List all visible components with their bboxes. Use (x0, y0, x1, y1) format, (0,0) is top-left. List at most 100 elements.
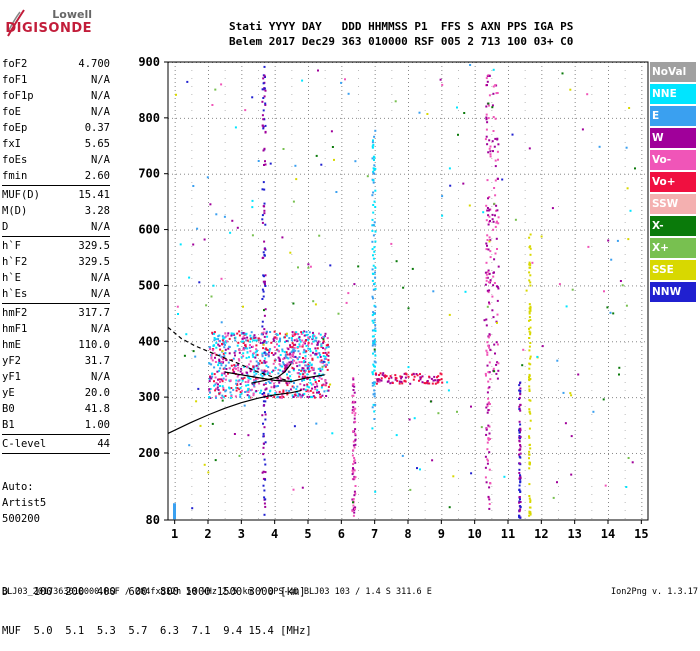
grid-dot-minor (591, 86, 592, 87)
grid-dot (508, 194, 509, 195)
grid-dot (612, 285, 613, 286)
grid-dot (541, 438, 542, 439)
grid-dot-minor (425, 358, 426, 359)
grid-dot-minor (258, 334, 259, 335)
grid-dot-minor (225, 318, 226, 319)
echo-point (240, 371, 242, 373)
grid-dot (608, 426, 609, 427)
echo-point (304, 372, 306, 374)
grid-dot-minor (225, 206, 226, 207)
grid-dot (341, 210, 342, 211)
echo-point (236, 390, 238, 392)
grid-dot-minor (225, 94, 226, 95)
grid-dot (308, 174, 309, 175)
grid-dot (275, 422, 276, 423)
echo-point (220, 364, 222, 366)
grid-dot (540, 341, 541, 342)
grid-dot-minor (458, 358, 459, 359)
grid-dot (640, 230, 641, 231)
grid-dot (241, 414, 242, 415)
echo-point (263, 241, 265, 243)
echo-point (280, 378, 282, 380)
echo-point (265, 471, 267, 473)
grid-dot (608, 514, 609, 515)
grid-dot (408, 206, 409, 207)
echo-point (299, 361, 301, 363)
echo-point (485, 205, 487, 207)
echo-point (373, 411, 375, 413)
grid-dot (475, 250, 476, 251)
echo-point (246, 366, 248, 368)
echo-point (486, 129, 488, 131)
grid-dot (436, 453, 437, 454)
grid-dot (475, 198, 476, 199)
grid-dot-minor (258, 102, 259, 103)
grid-dot-minor (291, 486, 292, 487)
y-tick-label: 500 (138, 278, 160, 292)
grid-dot (608, 358, 609, 359)
echo-point (485, 243, 487, 245)
grid-dot (184, 230, 185, 231)
grid-dot-minor (625, 134, 626, 135)
grid-dot (476, 397, 477, 398)
grid-dot (408, 170, 409, 171)
grid-dot-minor (391, 158, 392, 159)
grid-dot-minor (591, 398, 592, 399)
grid-dot (575, 454, 576, 455)
grid-dot (475, 206, 476, 207)
grid-dot-minor (625, 206, 626, 207)
grid-dot (475, 410, 476, 411)
grid-dot (208, 382, 209, 383)
grid-dot (541, 162, 542, 163)
grid-dot (204, 285, 205, 286)
grid-dot (208, 350, 209, 351)
grid-dot (608, 66, 609, 67)
echo-point (374, 241, 376, 243)
grid-dot (375, 114, 376, 115)
grid-dot-minor (625, 190, 626, 191)
grid-dot-minor (325, 198, 326, 199)
echo-point (237, 376, 239, 378)
echo-point (322, 347, 324, 349)
x-tick-label: 11 (501, 527, 515, 541)
grid-dot (308, 510, 309, 511)
grid-dot (341, 250, 342, 251)
echo-point (486, 352, 488, 354)
grid-dot (375, 138, 376, 139)
grid-dot (396, 341, 397, 342)
grid-dot (541, 258, 542, 259)
grid-dot (475, 238, 476, 239)
grid-dot (440, 397, 441, 398)
grid-dot (508, 86, 509, 87)
grid-dot (280, 285, 281, 286)
grid-dot-minor (191, 454, 192, 455)
grid-dot-minor (491, 78, 492, 79)
grid-dot (608, 330, 609, 331)
grid-dot (208, 198, 209, 199)
grid-dot (408, 397, 409, 398)
grid-dot (540, 397, 541, 398)
grid-dot (544, 397, 545, 398)
grid-dot (441, 350, 442, 351)
grid-dot (532, 453, 533, 454)
echo-point (488, 508, 490, 510)
grid-dot (275, 74, 276, 75)
grid-dot (208, 294, 209, 295)
grid-dot (508, 166, 509, 167)
grid-dot (475, 266, 476, 267)
grid-dot (268, 453, 269, 454)
echo-point (374, 393, 376, 395)
grid-dot (508, 354, 509, 355)
echo-point (225, 395, 227, 397)
grid-dot (220, 230, 221, 231)
grid-dot-minor (558, 518, 559, 519)
echo-point (372, 280, 374, 282)
grid-dot (441, 70, 442, 71)
grid-dot (241, 126, 242, 127)
echo-point (242, 332, 244, 334)
grid-dot (308, 302, 309, 303)
echo-point (227, 348, 229, 350)
grid-dot (216, 230, 217, 231)
grid-dot (608, 146, 609, 147)
grid-dot (492, 397, 493, 398)
